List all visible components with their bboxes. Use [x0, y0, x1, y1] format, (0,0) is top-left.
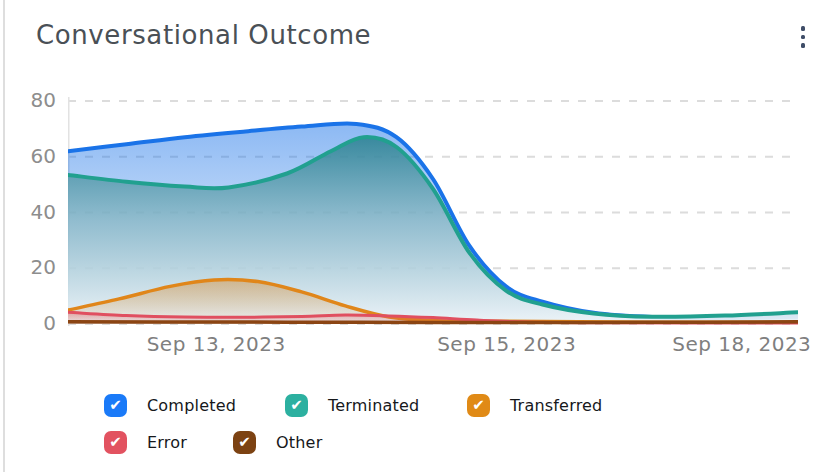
y-axis-tick-label: 80: [12, 89, 56, 112]
check-icon: ✔: [109, 435, 122, 450]
legend-checkbox-completed[interactable]: ✔: [104, 394, 127, 417]
y-axis-tick-label: 20: [12, 256, 56, 279]
legend-label-transferred: Transferred: [510, 396, 602, 415]
y-axis-tick-label: 40: [12, 201, 56, 224]
series-line-other: [68, 322, 798, 323]
check-icon: ✔: [238, 435, 251, 450]
legend-item-transferred[interactable]: ✔ Transferred: [467, 394, 602, 417]
legend-checkbox-other[interactable]: ✔: [233, 431, 256, 454]
legend-checkbox-transferred[interactable]: ✔: [467, 394, 490, 417]
kebab-menu-icon[interactable]: [796, 23, 810, 51]
area-chart-svg: [68, 95, 798, 330]
legend-label-terminated: Terminated: [328, 396, 419, 415]
area-chart-plot: [68, 95, 798, 330]
check-icon: ✔: [109, 398, 122, 413]
legend-item-terminated[interactable]: ✔ Terminated: [285, 394, 419, 417]
y-axis-tick-label: 0: [12, 312, 56, 335]
legend-label-error: Error: [147, 433, 187, 452]
x-axis: Sep 13, 2023Sep 15, 2023Sep 18, 2023: [68, 332, 798, 360]
legend-label-completed: Completed: [147, 396, 236, 415]
legend-checkbox-error[interactable]: ✔: [104, 431, 127, 454]
check-icon: ✔: [472, 398, 485, 413]
y-axis: 806040200: [12, 95, 56, 330]
legend-item-other[interactable]: ✔ Other: [233, 431, 322, 454]
legend-checkbox-terminated[interactable]: ✔: [285, 394, 308, 417]
x-axis-tick-label: Sep 18, 2023: [672, 332, 811, 356]
x-axis-tick-label: Sep 15, 2023: [437, 332, 576, 356]
page-title: Conversational Outcome: [36, 20, 371, 50]
check-icon: ✔: [290, 398, 303, 413]
legend-item-error[interactable]: ✔ Error: [104, 431, 187, 454]
legend-item-completed[interactable]: ✔ Completed: [104, 394, 236, 417]
card-left-border: [3, 0, 5, 472]
chart-card: Conversational Outcome 80 60 40 20 0 Sep 13,…: [0, 0, 826, 472]
x-axis-tick-label: Sep 13, 2023: [147, 332, 286, 356]
y-axis-tick-label: 60: [12, 145, 56, 168]
legend-label-other: Other: [276, 433, 322, 452]
